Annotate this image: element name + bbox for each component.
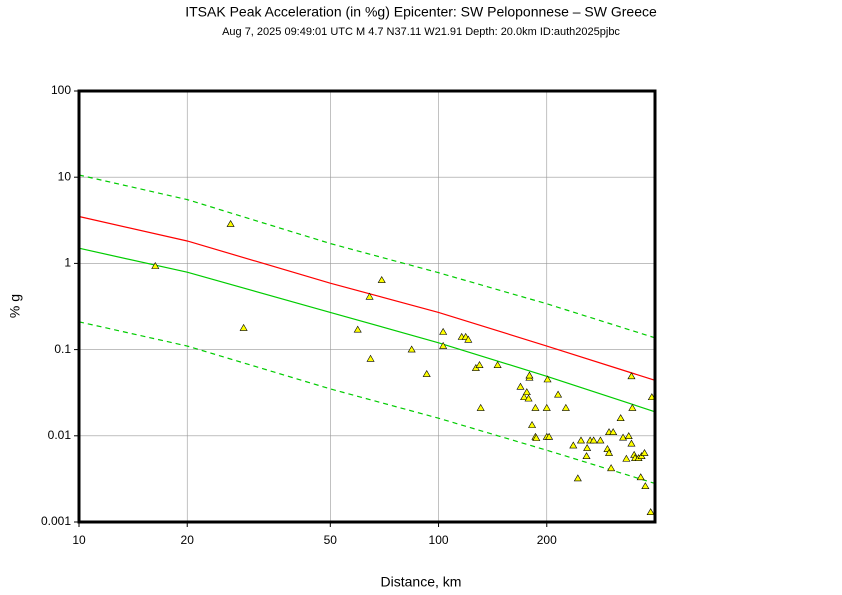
x-axis-label: Distance, km (381, 574, 462, 590)
x-tick-label: 200 (537, 533, 557, 547)
data-point (607, 464, 616, 472)
data-point (407, 345, 416, 353)
data-point (596, 436, 605, 444)
data-point (528, 421, 537, 428)
y-tick-label: 0.001 (41, 514, 71, 528)
x-tick-label: 10 (72, 533, 86, 547)
data-point (493, 361, 502, 368)
data-point (239, 323, 248, 331)
data-point (640, 449, 649, 456)
data-point (422, 369, 431, 377)
data-point (646, 508, 655, 515)
model-line (78, 215, 656, 381)
dashed-line (78, 174, 656, 339)
data-point (525, 371, 534, 379)
data-point (366, 354, 375, 362)
data-point (545, 432, 554, 440)
chart-subtitle: Aug 7, 2025 09:49:01 UTC M 4.7 N37.11 W2… (222, 26, 620, 38)
data-point (365, 292, 374, 300)
y-tick-label: 1 (64, 256, 71, 270)
data-point (624, 432, 633, 439)
data-point (619, 433, 628, 441)
data-point (439, 341, 448, 349)
data-point (569, 441, 578, 449)
data-point (532, 434, 541, 441)
y-tick-label: 0.1 (54, 342, 71, 356)
data-point (627, 439, 636, 447)
data-point (464, 335, 473, 343)
dashed-line (78, 321, 656, 485)
data-point (628, 403, 637, 411)
y-axis-label: % g (7, 294, 23, 318)
data-point (531, 403, 540, 411)
data-point (582, 452, 591, 459)
data-point (353, 325, 362, 333)
chart-title: ITSAK Peak Acceleration (in %g) Epicente… (185, 4, 657, 20)
data-point (520, 393, 529, 401)
y-tick-label: 100 (51, 83, 71, 97)
model-line (78, 247, 656, 413)
data-point (377, 276, 386, 283)
data-point (636, 473, 645, 481)
plot-frame (77, 89, 657, 524)
data-point (522, 388, 531, 396)
data-point (151, 262, 160, 269)
data-point (609, 428, 618, 436)
data-point (554, 390, 563, 398)
data-point (561, 403, 570, 411)
y-tick-label: 10 (58, 169, 72, 183)
x-tick-label: 100 (429, 533, 449, 547)
data-point (226, 219, 235, 227)
data-point (476, 403, 485, 411)
data-point (622, 454, 631, 462)
y-tick-label: 0.01 (48, 428, 72, 442)
data-point (576, 436, 586, 444)
data-point (439, 327, 448, 335)
data-point (542, 403, 551, 411)
data-point (524, 394, 533, 402)
data-point (605, 449, 614, 456)
data-point (543, 375, 552, 383)
data-point (475, 361, 484, 368)
data-point (627, 372, 636, 380)
data-point (616, 414, 625, 422)
data-point (516, 382, 525, 390)
x-tick-label: 50 (324, 533, 338, 547)
data-point (589, 436, 598, 444)
x-tick-label: 20 (181, 533, 195, 547)
data-point (641, 482, 650, 490)
data-point (583, 444, 592, 451)
data-point (573, 474, 582, 482)
